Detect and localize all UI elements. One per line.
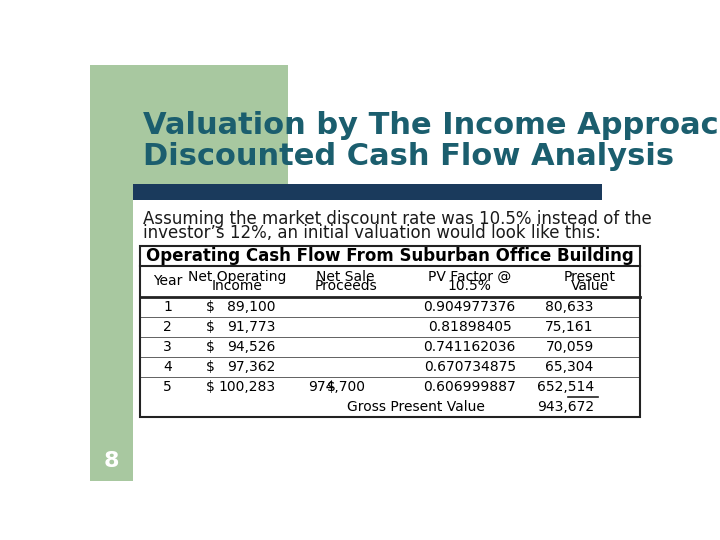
Text: $: $: [206, 320, 215, 334]
Text: 0.606999887: 0.606999887: [423, 380, 516, 394]
Text: 10.5%: 10.5%: [448, 279, 492, 293]
Text: 70,059: 70,059: [546, 340, 594, 354]
Text: 0.741162036: 0.741162036: [423, 340, 516, 354]
Bar: [132, 65, 287, 184]
Text: $: $: [328, 380, 336, 394]
Text: 8: 8: [103, 451, 119, 471]
Text: Net Sale: Net Sale: [317, 269, 375, 284]
Text: 65,304: 65,304: [546, 360, 594, 374]
Text: 3: 3: [163, 340, 172, 354]
Text: 4: 4: [163, 360, 172, 374]
Text: Proceeds: Proceeds: [315, 279, 377, 293]
Text: investor’s 12%, an initial valuation would look like this:: investor’s 12%, an initial valuation wou…: [143, 224, 600, 242]
Text: Value: Value: [571, 279, 609, 293]
Text: 2: 2: [163, 320, 172, 334]
Text: Gross Present Value: Gross Present Value: [347, 400, 485, 414]
Text: Income: Income: [212, 279, 263, 293]
Text: Present: Present: [564, 269, 616, 284]
Bar: [132, 184, 601, 200]
Text: $: $: [206, 360, 215, 374]
Text: 80,633: 80,633: [545, 300, 594, 314]
Text: Assuming the market discount rate was 10.5% instead of the: Assuming the market discount rate was 10…: [143, 210, 652, 227]
Text: Net Operating: Net Operating: [188, 269, 287, 284]
Text: $: $: [206, 340, 215, 354]
Text: 5: 5: [163, 380, 172, 394]
Text: 974,700: 974,700: [308, 380, 365, 394]
Text: 97,362: 97,362: [228, 360, 276, 374]
Text: 1: 1: [163, 300, 172, 314]
Text: 75,161: 75,161: [545, 320, 594, 334]
Text: Operating Cash Flow From Suburban Office Building: Operating Cash Flow From Suburban Office…: [146, 247, 634, 265]
Text: $: $: [206, 300, 215, 314]
Bar: [140, 246, 640, 417]
Text: 94,526: 94,526: [228, 340, 276, 354]
Text: Valuation by The Income Approach:: Valuation by The Income Approach:: [143, 111, 720, 140]
Text: PV Factor @: PV Factor @: [428, 269, 511, 284]
Text: 943,672: 943,672: [536, 400, 594, 414]
Text: 0.670734875: 0.670734875: [423, 360, 516, 374]
Text: 91,773: 91,773: [228, 320, 276, 334]
Text: 89,100: 89,100: [228, 300, 276, 314]
Text: 0.81898405: 0.81898405: [428, 320, 512, 334]
Text: $: $: [206, 380, 215, 394]
Text: Discounted Cash Flow Analysis: Discounted Cash Flow Analysis: [143, 142, 674, 171]
Bar: [90, 65, 132, 481]
Text: 100,283: 100,283: [219, 380, 276, 394]
Text: Year: Year: [153, 274, 182, 288]
Text: 0.904977376: 0.904977376: [423, 300, 516, 314]
Text: 652,514: 652,514: [536, 380, 594, 394]
